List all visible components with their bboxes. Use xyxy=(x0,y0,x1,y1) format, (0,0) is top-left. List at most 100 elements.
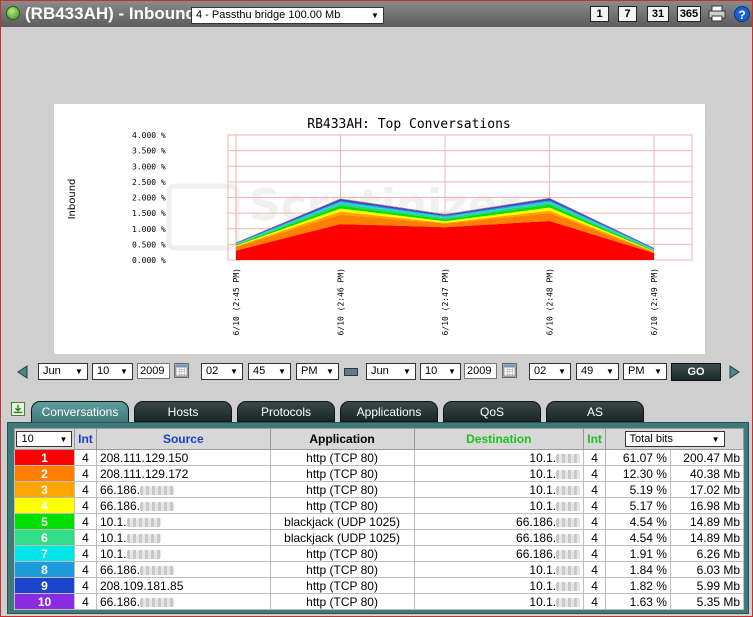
metric-select[interactable]: Total bits ▼ xyxy=(624,431,725,447)
application-cell[interactable]: http (TCP 80) xyxy=(269,481,415,498)
tab-conversations[interactable]: Conversations xyxy=(31,401,129,423)
table-row[interactable]: 6 4 10.1. blackjack (UDP 1025) 66.186. 4 4.54 … xyxy=(14,529,745,546)
from-ampm-select[interactable]: PM ▼ xyxy=(296,363,339,380)
application-cell[interactable]: http (TCP 80) xyxy=(269,497,415,514)
source-cell[interactable]: 208.111.129.172 xyxy=(95,465,271,482)
application-cell[interactable]: http (TCP 80) xyxy=(269,577,415,594)
from-year-input[interactable]: 2009 xyxy=(137,363,170,379)
source-cell[interactable]: 10.1. xyxy=(95,513,271,530)
tab-hosts[interactable]: Hosts xyxy=(134,401,232,422)
row-count-value: 10 xyxy=(21,433,34,445)
int-cell: 4 xyxy=(73,545,97,562)
to-month-select[interactable]: Jun ▼ xyxy=(366,363,416,380)
tab-protocols[interactable]: Protocols xyxy=(237,401,335,422)
go-button[interactable]: GO xyxy=(671,363,721,381)
source-cell[interactable]: 10.1. xyxy=(95,545,271,562)
destination-cell[interactable]: 10.1. xyxy=(413,577,585,594)
table-row[interactable]: 3 4 66.186. http (TCP 80) 10.1. 4 5.19 % 17.02 … xyxy=(14,481,745,498)
range-1-button[interactable]: 1 xyxy=(590,6,609,22)
destination-cell[interactable]: 66.186. xyxy=(413,529,585,546)
from-month-select[interactable]: Jun ▼ xyxy=(38,363,88,380)
application-header[interactable]: Application xyxy=(269,428,415,450)
application-cell[interactable]: blackjack (UDP 1025) xyxy=(269,529,415,546)
calendar-icon[interactable] xyxy=(174,363,189,378)
source-cell[interactable]: 66.186. xyxy=(95,481,271,498)
int-cell: 4 xyxy=(73,513,97,530)
range-7-button[interactable]: 7 xyxy=(618,6,637,22)
application-cell[interactable]: http (TCP 80) xyxy=(269,561,415,578)
row-count-select[interactable]: 10 ▼ xyxy=(16,431,73,447)
range-31-button[interactable]: 31 xyxy=(647,6,669,22)
chevron-down-icon: ▼ xyxy=(278,367,286,376)
int-cell: 4 xyxy=(73,497,97,514)
table-row[interactable]: 9 4 208.109.181.85 http (TCP 80) 10.1. 4 1.82 … xyxy=(14,577,745,594)
table-row[interactable]: 8 4 66.186. http (TCP 80) 10.1. 4 1.84 % 6.03 M… xyxy=(14,561,745,578)
calendar-icon[interactable] xyxy=(502,363,517,378)
int-cell: 4 xyxy=(73,529,97,546)
chevron-down-icon: ▼ xyxy=(59,435,68,444)
table-row[interactable]: 1 4 208.111.129.150 http (TCP 80) 10.1. 4 61.0… xyxy=(14,449,745,466)
redacted-mark xyxy=(556,581,581,591)
application-cell[interactable]: http (TCP 80) xyxy=(269,465,415,482)
application-cell[interactable]: http (TCP 80) xyxy=(269,545,415,562)
tab-as[interactable]: AS xyxy=(546,401,644,422)
to-hour-select[interactable]: 02 ▼ xyxy=(529,363,571,380)
tab-applications[interactable]: Applications xyxy=(340,401,438,422)
tab-qos[interactable]: QoS xyxy=(443,401,541,422)
to-year-input[interactable]: 2009 xyxy=(464,363,497,379)
table-row[interactable]: 5 4 10.1. blackjack (UDP 1025) 66.186. 4 4.54 … xyxy=(14,513,745,530)
from-day-value: 10 xyxy=(97,365,110,377)
application-cell[interactable]: http (TCP 80) xyxy=(269,449,415,466)
from-day-select[interactable]: 10 ▼ xyxy=(92,363,133,380)
application-cell[interactable]: blackjack (UDP 1025) xyxy=(269,513,415,530)
chevron-down-icon: ▼ xyxy=(120,367,128,376)
int2-cell: 4 xyxy=(583,545,607,562)
source-cell[interactable]: 208.109.181.85 xyxy=(95,577,271,594)
rank-cell: 10 xyxy=(14,593,75,610)
destination-header[interactable]: Destination xyxy=(413,428,585,450)
destination-cell[interactable]: 10.1. xyxy=(413,449,585,466)
to-ampm-select[interactable]: PM ▼ xyxy=(623,363,667,380)
total-cell: 14.89 Mb xyxy=(669,529,745,546)
table-row[interactable]: 4 4 66.186. http (TCP 80) 10.1. 4 5.17 % 16.98 … xyxy=(14,497,745,514)
table-row[interactable]: 7 4 10.1. http (TCP 80) 66.186. 4 1.91 % 6.26 M… xyxy=(14,545,745,562)
destination-cell[interactable]: 10.1. xyxy=(413,481,585,498)
help-icon[interactable]: ? xyxy=(734,6,750,22)
range-separator xyxy=(344,368,358,376)
source-cell[interactable]: 10.1. xyxy=(95,529,271,546)
interface-select[interactable]: 4 - Passthu bridge 100.00 Mb ▼ xyxy=(191,7,384,24)
table-row[interactable]: 2 4 208.111.129.172 http (TCP 80) 10.1. 4 12.3… xyxy=(14,465,745,482)
source-cell[interactable]: 66.186. xyxy=(95,593,271,610)
source-header[interactable]: Source xyxy=(95,428,271,450)
y-tick-label: 2.000 % xyxy=(132,194,166,203)
printer-icon[interactable] xyxy=(708,5,726,22)
destination-cell[interactable]: 10.1. xyxy=(413,561,585,578)
application-cell[interactable]: http (TCP 80) xyxy=(269,593,415,610)
to-day-select[interactable]: 10 ▼ xyxy=(420,363,461,380)
to-minute-select[interactable]: 49 ▼ xyxy=(576,363,619,380)
prev-arrow-icon[interactable] xyxy=(15,364,31,380)
destination-cell[interactable]: 10.1. xyxy=(413,593,585,610)
from-hour-select[interactable]: 02 ▼ xyxy=(201,363,243,380)
source-cell[interactable]: 208.111.129.150 xyxy=(95,449,271,466)
int2-header[interactable]: Int xyxy=(583,428,607,450)
download-icon[interactable] xyxy=(11,402,25,416)
next-arrow-icon[interactable] xyxy=(726,364,742,380)
total-cell: 6.26 Mb xyxy=(669,545,745,562)
destination-cell[interactable]: 66.186. xyxy=(413,545,585,562)
destination-cell[interactable]: 10.1. xyxy=(413,465,585,482)
int-cell: 4 xyxy=(73,561,97,578)
from-month-value: Jun xyxy=(43,365,61,377)
destination-cell[interactable]: 10.1. xyxy=(413,497,585,514)
table-row[interactable]: 10 4 66.186. http (TCP 80) 10.1. 4 1.63 % 5.35 … xyxy=(14,593,745,610)
percent-cell: 1.91 % xyxy=(605,545,671,562)
int-header[interactable]: Int xyxy=(73,428,97,450)
source-text: 66.186. xyxy=(99,562,140,577)
destination-cell[interactable]: 66.186. xyxy=(413,513,585,530)
int2-cell: 4 xyxy=(583,497,607,514)
source-cell[interactable]: 66.186. xyxy=(95,497,271,514)
source-cell[interactable]: 66.186. xyxy=(95,561,271,578)
percent-cell: 5.17 % xyxy=(605,497,671,514)
range-365-button[interactable]: 365 xyxy=(677,6,701,22)
from-minute-select[interactable]: 45 ▼ xyxy=(248,363,291,380)
